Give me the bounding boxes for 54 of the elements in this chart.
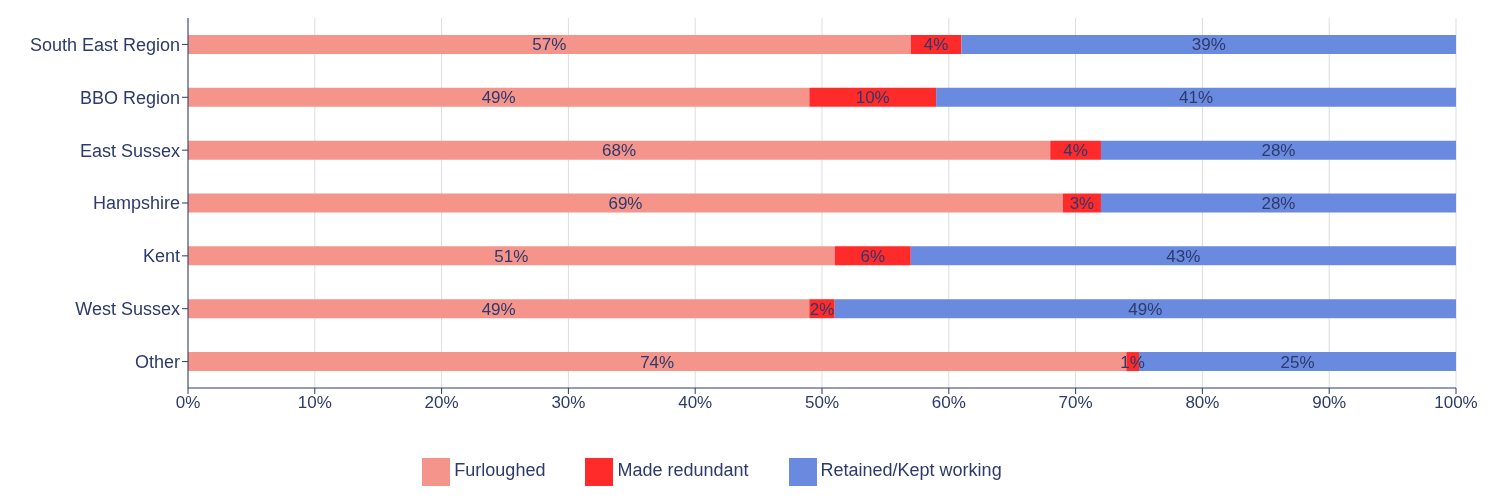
x-tick-label: 20% <box>424 393 459 413</box>
y-tick-label: Other <box>134 351 180 372</box>
bar <box>188 246 835 266</box>
data-label: 49% <box>1128 299 1163 319</box>
data-label: 3% <box>1069 194 1095 214</box>
bar <box>1100 140 1456 160</box>
data-label: 41% <box>1179 88 1214 108</box>
data-label: 28% <box>1261 141 1296 161</box>
bar <box>188 34 911 54</box>
y-tick-label: East Sussex <box>79 140 180 161</box>
data-label: 28% <box>1261 194 1296 214</box>
x-tick-label: 0% <box>175 393 201 413</box>
y-tick-label: BBO Region <box>79 87 180 108</box>
y-tick-label: Kent <box>142 246 180 267</box>
bar <box>809 87 937 107</box>
y-tick-label: West Sussex <box>75 299 180 320</box>
data-label: 2% <box>809 299 835 319</box>
x-tick-label: 90% <box>1312 393 1347 413</box>
data-label: 4% <box>923 35 949 55</box>
x-tick-label: 60% <box>931 393 966 413</box>
data-label: 49% <box>481 299 516 319</box>
bar <box>936 87 1456 107</box>
bar <box>188 140 1051 160</box>
bar <box>834 299 1456 319</box>
x-tick-label: 30% <box>551 393 586 413</box>
y-tick-label: Hampshire <box>92 193 180 214</box>
data-label: 4% <box>1063 141 1088 161</box>
legend-label: Retained/Kept working <box>820 460 1002 481</box>
data-label: 74% <box>640 352 675 372</box>
bar <box>1100 193 1456 213</box>
x-tick-label: 50% <box>804 393 840 413</box>
bar <box>188 193 1063 213</box>
y-tick-label: South East Region <box>29 34 180 55</box>
x-tick-label: 100% <box>1434 393 1478 413</box>
data-label: 51% <box>494 246 529 266</box>
data-label: 43% <box>1166 246 1201 266</box>
bar <box>188 299 810 319</box>
bar <box>188 87 810 107</box>
data-label: 69% <box>608 194 643 214</box>
x-tick-label: 10% <box>297 393 332 413</box>
data-label: 10% <box>855 88 890 108</box>
legend-label: Furloughed <box>454 460 546 481</box>
data-label: 6% <box>860 246 886 266</box>
data-label: 57% <box>532 35 567 55</box>
legend-label: Made redundant <box>617 460 749 481</box>
x-tick-label: 80% <box>1185 393 1220 413</box>
bar <box>961 34 1456 54</box>
data-label: 39% <box>1191 35 1226 55</box>
bar <box>910 246 1456 266</box>
x-tick-label: 40% <box>678 393 713 413</box>
data-label: 68% <box>602 141 637 161</box>
x-tick-label: 70% <box>1058 393 1093 413</box>
data-label: 25% <box>1280 352 1315 372</box>
data-label: 49% <box>481 88 516 108</box>
